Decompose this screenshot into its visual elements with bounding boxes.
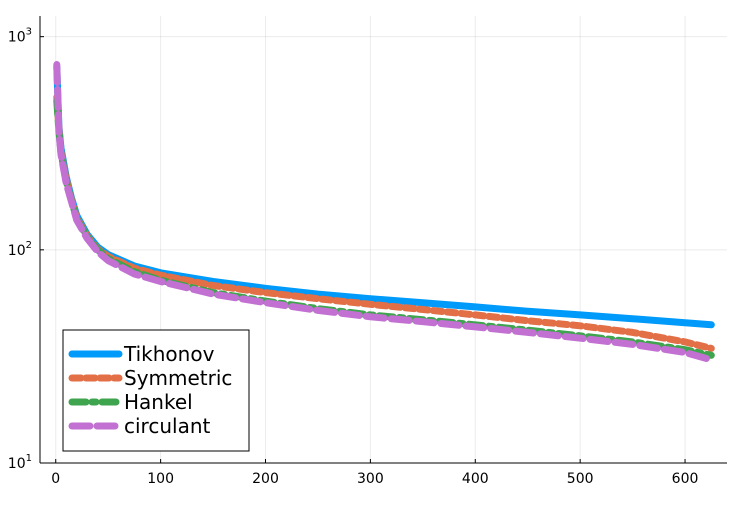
y-tick-base: 10 bbox=[8, 456, 26, 472]
legend-label: Tikhonov bbox=[123, 342, 215, 366]
series-layer bbox=[53, 61, 715, 364]
series-line-circulant bbox=[53, 61, 715, 364]
y-tick-base: 10 bbox=[8, 30, 26, 46]
x-tick-label: 500 bbox=[567, 471, 594, 487]
series-line-symmetric bbox=[53, 93, 715, 352]
x-axis-ticks: 0 100 200 300 400 500 600 bbox=[51, 459, 698, 487]
legend-label: Hankel bbox=[124, 390, 193, 414]
plot-frame bbox=[39, 16, 727, 464]
grid-lines bbox=[40, 16, 727, 464]
y-tick-exponent: 1 bbox=[26, 453, 32, 464]
x-tick-label: 100 bbox=[147, 471, 174, 487]
x-tick-label: 300 bbox=[357, 471, 384, 487]
y-tick-label: 103 bbox=[8, 27, 32, 46]
y-tick-label: 102 bbox=[8, 240, 32, 259]
legend-label: circulant bbox=[124, 414, 210, 438]
x-tick-label: 600 bbox=[672, 471, 699, 487]
y-tick-exponent: 2 bbox=[26, 240, 32, 251]
series-line-tikhonov bbox=[53, 63, 715, 329]
y-tick-exponent: 3 bbox=[26, 27, 32, 38]
legend-label: Symmetric bbox=[124, 366, 232, 390]
y-tick-label: 101 bbox=[8, 453, 32, 472]
x-tick-label: 0 bbox=[51, 471, 60, 487]
legend-box bbox=[62, 329, 250, 452]
y-tick-base: 10 bbox=[8, 243, 26, 259]
x-tick-label: 200 bbox=[252, 471, 279, 487]
x-tick-label: 400 bbox=[462, 471, 489, 487]
